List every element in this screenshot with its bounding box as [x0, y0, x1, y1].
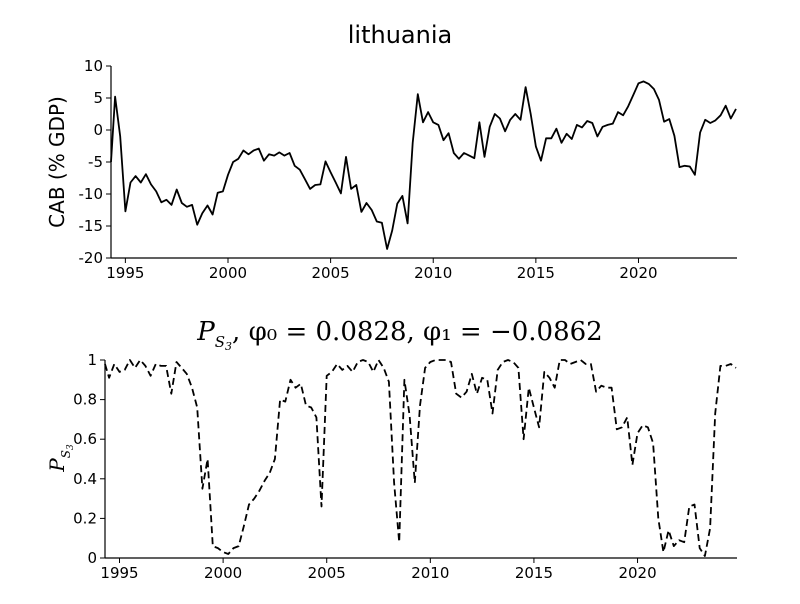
probability-x-tick-label: 2010 — [411, 564, 449, 582]
cab-y-tick-label: 0 — [93, 121, 103, 139]
cab-x-tick-label: 2000 — [209, 264, 247, 282]
probability-chart-title: PS3, φ₀ = 0.0828, φ₁ = −0.0862 — [196, 317, 602, 353]
probability-x-tick-label: 2015 — [515, 564, 553, 582]
cab-panel: lithuania CAB (% GDP) 1995 2000 2005 2010 20… — [45, 21, 737, 282]
probability-x-tick-label: 2020 — [618, 564, 656, 582]
probability-panel: PS3, φ₀ = 0.0828, φ₁ = −0.0862 PS3 1995 2… — [45, 317, 737, 582]
cab-x-tick-label: 2015 — [517, 264, 555, 282]
cab-y-tick-label: 5 — [93, 89, 103, 107]
cab-series — [110, 80, 737, 250]
cab-y-tick-label: -20 — [79, 249, 104, 267]
cab-y-tick-label: -15 — [79, 217, 104, 235]
cab-y-axis-label: CAB (% GDP) — [45, 96, 69, 228]
cab-x-tick-label: 2010 — [414, 264, 452, 282]
ylabel-p-symbol: P — [45, 458, 69, 473]
cab-y-tick-label: -10 — [79, 185, 104, 203]
probability-x-tick-label: 2005 — [308, 564, 346, 582]
cab-line — [110, 80, 737, 250]
probability-x-tick-label: 2000 — [204, 564, 242, 582]
probability-y-tick-label: 0.4 — [73, 470, 97, 488]
cab-y-tick-label: -5 — [88, 153, 103, 171]
probability-y-tick-label: 0.6 — [73, 430, 97, 448]
probability-y-tick-label: 0.8 — [73, 391, 97, 409]
probability-tick-labels: 1995 2000 2005 2010 2015 2020 0 0.2 0.4 0.6 0.8 1 — [73, 351, 656, 582]
probability-line — [104, 359, 737, 557]
cab-x-tick-label: 2005 — [312, 264, 350, 282]
probability-y-tick-label: 1 — [87, 351, 97, 369]
cab-tick-labels: 1995 2000 2005 2010 2015 2020 -20 -15 -10 -5 0 5 10 — [79, 57, 658, 282]
cab-chart-title: lithuania — [348, 21, 452, 49]
probability-y-tick-label: 0.2 — [73, 509, 97, 527]
probability-x-tick-label: 1995 — [100, 564, 138, 582]
probability-series — [104, 359, 737, 557]
title-params: , φ₀ = 0.0828, φ₁ = −0.0862 — [232, 317, 603, 347]
cab-axes — [106, 65, 737, 263]
probability-axes — [100, 359, 737, 563]
title-3-subscript: 3 — [225, 340, 232, 353]
cab-y-tick-label: 10 — [84, 57, 103, 75]
title-p-symbol: P — [196, 317, 215, 347]
cab-x-tick-label: 1995 — [106, 264, 144, 282]
cab-x-tick-label: 2020 — [619, 264, 657, 282]
ylabel-s-subscript: S — [59, 450, 73, 458]
ylabel-3-subscript: 3 — [66, 444, 76, 450]
probability-y-axis-label: PS3 — [45, 444, 76, 473]
title-s-subscript: S — [215, 333, 225, 351]
probability-y-tick-label: 0 — [87, 549, 97, 567]
